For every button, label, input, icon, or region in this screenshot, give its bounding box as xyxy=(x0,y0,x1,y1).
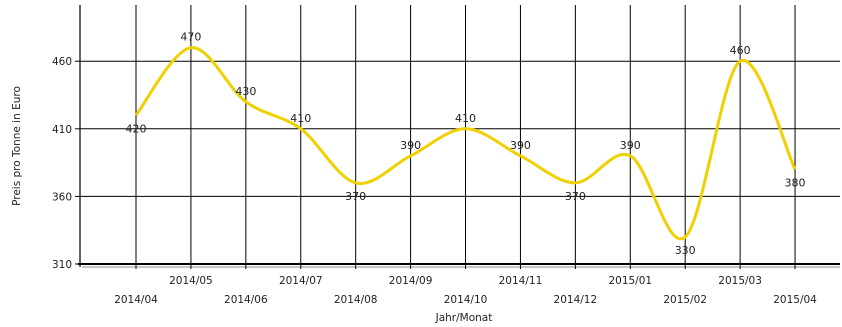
data-label: 470 xyxy=(180,31,201,44)
data-label: 370 xyxy=(345,190,366,203)
y-axis-title: Preis pro Tonne in Euro xyxy=(11,86,23,206)
data-label: 420 xyxy=(126,122,147,135)
data-label: 370 xyxy=(565,190,586,203)
data-label: 390 xyxy=(510,139,531,152)
y-tick-label: 410 xyxy=(52,124,72,136)
axes xyxy=(75,5,840,269)
y-tick-label: 460 xyxy=(52,56,72,68)
x-tick-label: 2015/01 xyxy=(608,275,652,287)
y-tick-labels: 310 360 410 460 xyxy=(52,56,72,271)
data-labels: 420 470 430 410 370 390 410 390 370 390 330 460 380 xyxy=(126,31,806,257)
x-tick-label: 2014/07 xyxy=(279,275,323,287)
data-label: 410 xyxy=(455,112,476,125)
x-tick-label: 2015/02 xyxy=(663,294,707,306)
x-tick-label: 2014/12 xyxy=(554,294,598,306)
y-tick-label: 310 xyxy=(52,259,72,271)
x-tick-label: 2015/04 xyxy=(773,294,817,306)
x-tick-label: 2014/08 xyxy=(334,294,378,306)
data-label: 390 xyxy=(400,139,421,152)
x-tick-label: 2014/04 xyxy=(114,294,158,306)
x-tick-labels: 2014/04 2014/05 2014/06 2014/07 2014/08 2014/… xyxy=(114,275,817,306)
data-label: 430 xyxy=(235,85,256,98)
x-axis-title: Jahr/Monat xyxy=(435,312,493,324)
y-tick-label: 360 xyxy=(52,191,72,203)
data-label: 380 xyxy=(785,176,806,189)
data-label: 460 xyxy=(730,44,751,57)
x-tick-label: 2014/10 xyxy=(444,294,488,306)
x-tick-label: 2015/03 xyxy=(718,275,762,287)
x-tick-label: 2014/09 xyxy=(389,275,433,287)
data-label: 390 xyxy=(620,139,641,152)
x-tick-label: 2014/06 xyxy=(224,294,268,306)
data-label: 410 xyxy=(290,112,311,125)
data-label: 330 xyxy=(675,244,696,257)
grid xyxy=(80,5,840,264)
x-tick-label: 2014/05 xyxy=(169,275,213,287)
series-line xyxy=(134,46,797,241)
x-tick-label: 2014/11 xyxy=(499,275,543,287)
